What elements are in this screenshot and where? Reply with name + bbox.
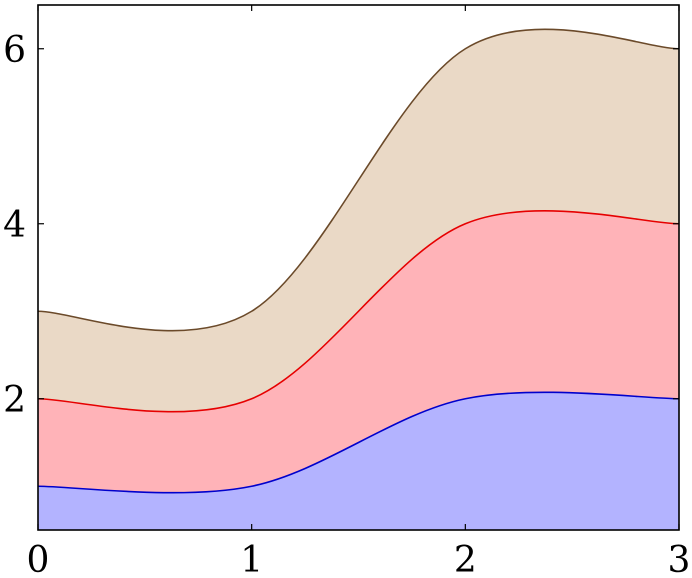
y-tick-label-1: 4 bbox=[3, 205, 26, 246]
x-tick-label-0: 0 bbox=[27, 540, 50, 578]
series-2-line bbox=[37, 209, 680, 413]
series-1-line bbox=[37, 391, 680, 494]
plot-frame bbox=[37, 4, 680, 531]
x-tick-label-2: 2 bbox=[454, 540, 477, 578]
series-1-area bbox=[38, 392, 679, 530]
y-tick-label-2: 6 bbox=[3, 30, 26, 71]
x-tick-label-3: 3 bbox=[668, 540, 691, 578]
y-tick-label-0: 2 bbox=[3, 380, 26, 421]
series-areas bbox=[38, 29, 679, 530]
axis-ticks bbox=[37, 5, 680, 530]
series-2-area bbox=[38, 210, 679, 493]
series-lines bbox=[37, 28, 680, 494]
x-tick-label-1: 1 bbox=[240, 540, 263, 578]
series-3-line bbox=[37, 28, 680, 332]
series-3-area bbox=[38, 29, 679, 412]
tick-labels: 0 1 2 3 2 4 6 bbox=[3, 30, 690, 578]
